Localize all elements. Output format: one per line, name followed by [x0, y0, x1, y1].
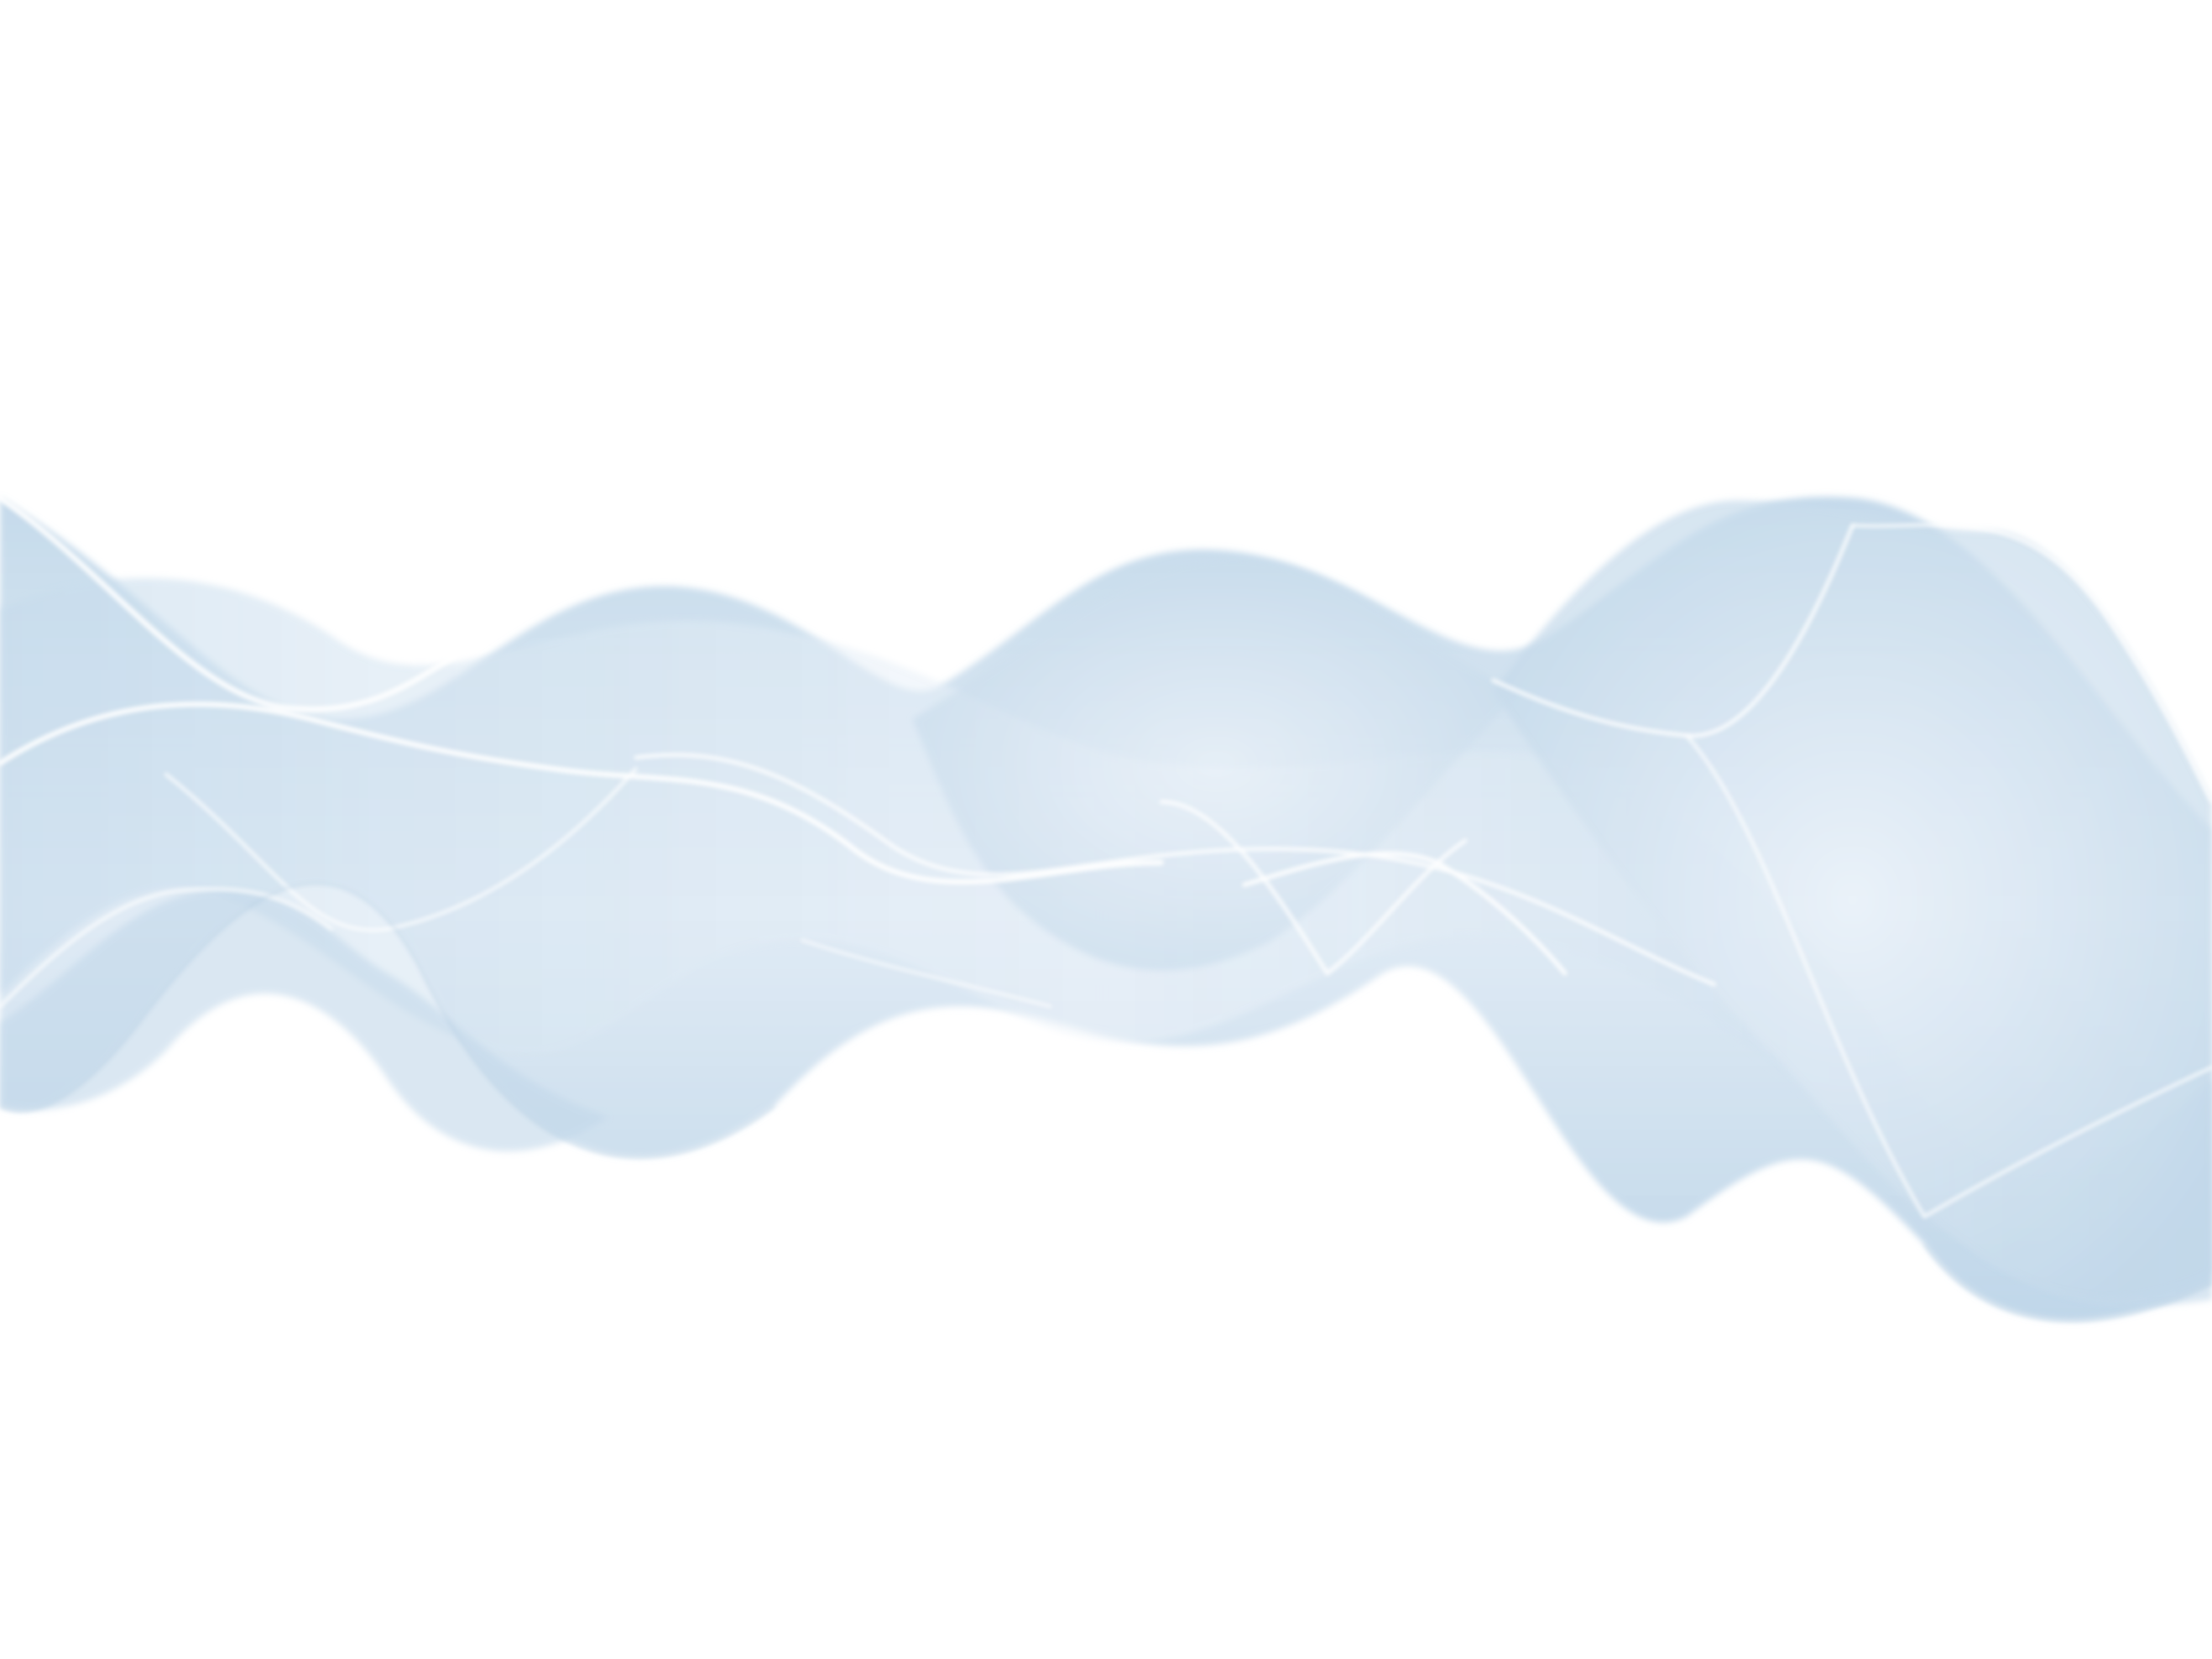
wave-highlight-strands [0, 495, 2212, 1219]
wave-rim-outlines [0, 882, 2212, 1322]
wave-ribbon-right-bulge [1493, 500, 2212, 1299]
wave-ribbon-left-lobe [0, 890, 608, 1151]
